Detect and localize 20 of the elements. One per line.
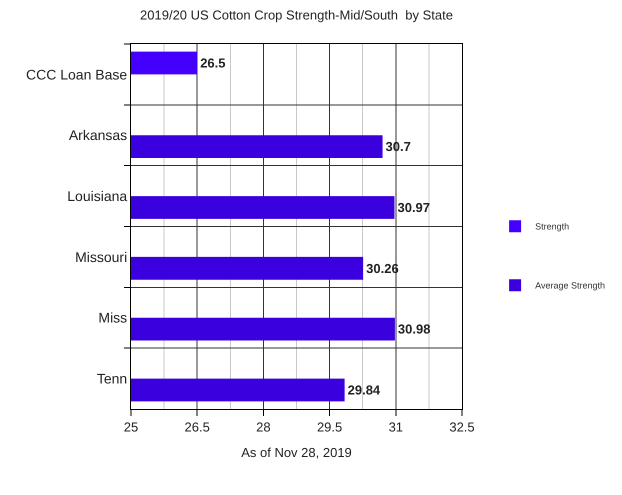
x-tick-label: 28: [256, 420, 271, 435]
x-tick-label: 31: [388, 420, 404, 435]
y-tick-label: Miss: [98, 310, 128, 326]
y-tick-label: CCC Loan Base: [26, 66, 128, 82]
legend-label: Strength: [535, 222, 570, 232]
data-label: 30.97: [397, 200, 430, 215]
y-tick-label: Louisiana: [67, 188, 128, 204]
y-tick-label: Missouri: [75, 248, 128, 265]
data-label: 30.98: [398, 322, 430, 337]
data-label: 26.5: [200, 56, 226, 71]
x-tick-label: 29.5: [316, 420, 342, 435]
y-tick-label: Arkansas: [68, 127, 128, 144]
x-tick-label: 32.5: [449, 420, 475, 435]
chart-title: 2019/20 US Cotton Crop Strength-Mid/South by State: [140, 8, 453, 23]
legend-label: Average Strength: [535, 280, 605, 291]
x-tick-label: 26.5: [184, 420, 210, 435]
x-tick-label: 25: [124, 420, 138, 435]
y-tick-label: Tenn: [96, 370, 128, 386]
data-label: 29.84: [348, 382, 381, 398]
x-axis-title: As of Nov 28, 2019: [241, 445, 352, 460]
